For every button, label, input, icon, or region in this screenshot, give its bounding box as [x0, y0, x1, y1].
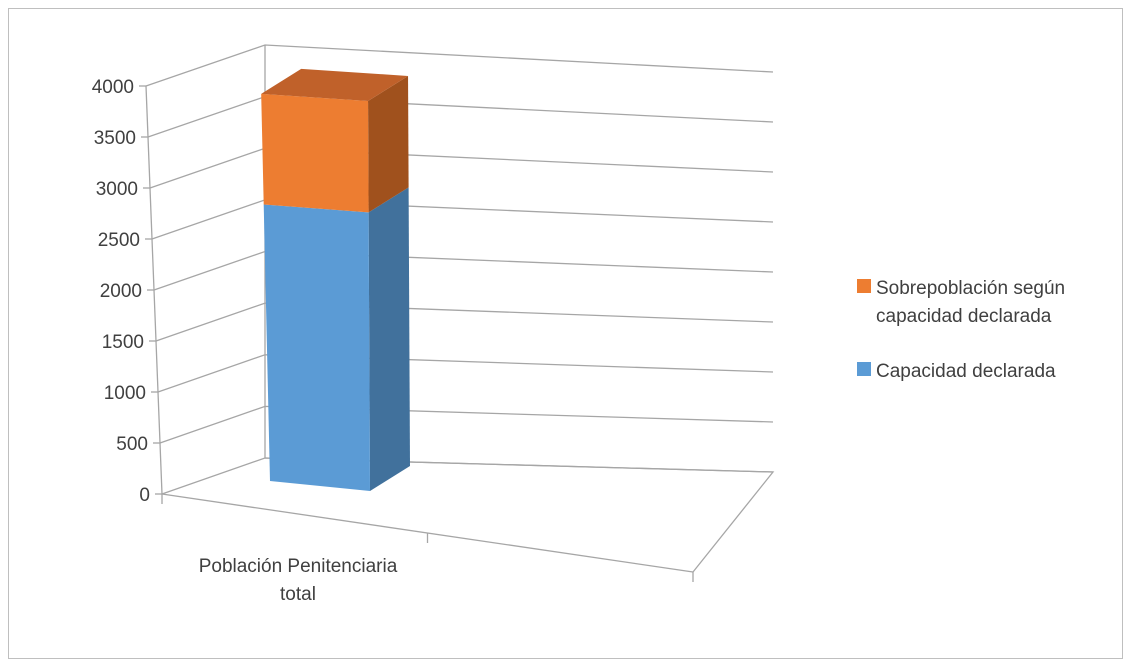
gridline	[161, 457, 774, 495]
legend-label: Capacidad declarada	[876, 361, 1056, 382]
y-tick-label: 2500	[98, 230, 140, 251]
bar-capacidad-declarada	[263, 204, 370, 491]
legend-label: Sobrepoblación según	[876, 278, 1065, 299]
y-tick-label: 500	[116, 434, 148, 455]
chart-frame	[8, 8, 1123, 659]
bar-side-capacidad-declarada	[368, 187, 410, 491]
legend-label: capacidad declarada	[876, 306, 1052, 327]
bar-top-sobrepoblaci-n-seg-n-capacidad-declarada	[261, 68, 409, 101]
gridline	[151, 199, 774, 240]
y-tick-labels: 0 500 1000 1500 2000 2500 3000 3500 4000	[92, 77, 150, 506]
gridline	[153, 250, 774, 291]
x-category-label: total	[280, 584, 316, 605]
gridline	[155, 302, 774, 342]
axes	[139, 45, 694, 582]
gridline	[149, 147, 774, 189]
gridline	[157, 354, 774, 393]
y-tick-label: 1500	[102, 332, 144, 353]
y-tick-label: 0	[139, 485, 150, 506]
y-tick-label: 1000	[104, 383, 146, 404]
legend: Sobrepoblación según capacidad declarada C…	[857, 278, 1065, 382]
gridlines	[145, 44, 774, 495]
y-tick-label: 4000	[92, 77, 134, 98]
gridline	[145, 44, 774, 87]
gridline	[159, 405, 774, 444]
legend-swatch	[857, 279, 871, 293]
bar-side-sobrepoblaci-n-seg-n-capacidad-declarada	[368, 75, 409, 213]
x-category-labels: Población Penitenciaria total	[199, 556, 398, 605]
legend-swatch	[857, 362, 871, 376]
y-tick-label: 2000	[100, 281, 142, 302]
y-tick-label: 3500	[94, 128, 136, 149]
y-tick-label: 3000	[96, 179, 138, 200]
bars	[261, 68, 410, 491]
gridline	[147, 95, 774, 138]
bar-sobrepoblaci-n-seg-n-capacidad-declarada	[261, 93, 369, 213]
x-category-label: Población Penitenciaria	[199, 556, 398, 577]
